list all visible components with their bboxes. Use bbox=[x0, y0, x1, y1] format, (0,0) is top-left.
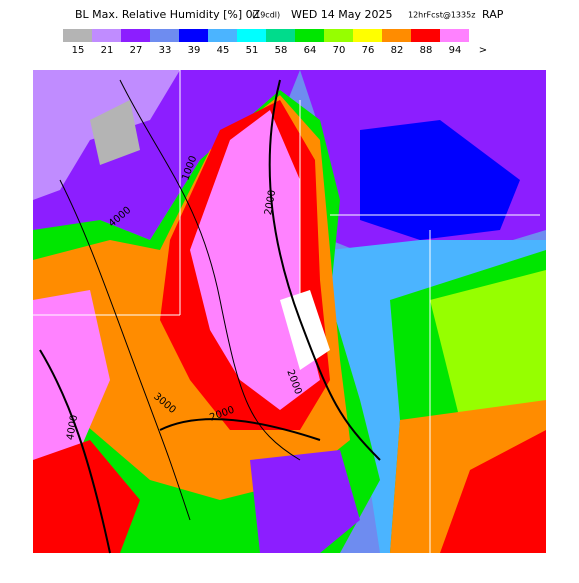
moist-area bbox=[360, 120, 520, 240]
map: 1000 4000 2000 2000 3000 2000 4000 bbox=[33, 70, 546, 554]
wet-area bbox=[33, 440, 140, 553]
dry-area bbox=[250, 450, 360, 553]
saturated-area bbox=[280, 290, 330, 370]
legend-swatch bbox=[295, 29, 324, 42]
dry-area bbox=[33, 70, 180, 200]
cycle: (19cdl) bbox=[252, 11, 280, 20]
legend-label: 64 bbox=[304, 45, 317, 56]
legend-label: 58 bbox=[275, 45, 288, 56]
legend-swatch bbox=[179, 29, 208, 42]
legend-swatch bbox=[440, 29, 469, 42]
contour bbox=[59, 179, 191, 521]
legend-label: 51 bbox=[246, 45, 259, 56]
legend-swatch bbox=[237, 29, 266, 42]
dry-area bbox=[90, 100, 140, 165]
saturated-area bbox=[190, 110, 320, 410]
legend-label: 94 bbox=[449, 45, 462, 56]
contour bbox=[119, 79, 301, 461]
legend-label: 70 bbox=[333, 45, 346, 56]
forecast: 12hrFcst@1335z bbox=[408, 11, 475, 20]
legend-label: 33 bbox=[159, 45, 172, 56]
legend-label: 45 bbox=[217, 45, 230, 56]
legend-label: 27 bbox=[130, 45, 143, 56]
legend-label: 15 bbox=[72, 45, 85, 56]
legend-swatch bbox=[324, 29, 353, 42]
legend-label: 39 bbox=[188, 45, 201, 56]
contour bbox=[39, 349, 111, 554]
legend-swatch bbox=[266, 29, 295, 42]
legend-swatch bbox=[121, 29, 150, 42]
title: BL Max. Relative Humidity [%] 0Z bbox=[75, 8, 261, 21]
contour-label: 2000 bbox=[263, 189, 278, 216]
legend-label: 76 bbox=[362, 45, 375, 56]
legend-swatch bbox=[411, 29, 440, 42]
legend-label: 21 bbox=[101, 45, 114, 56]
legend-swatch bbox=[382, 29, 411, 42]
legend-swatch bbox=[353, 29, 382, 42]
saturated-area bbox=[33, 290, 110, 460]
contour bbox=[159, 418, 321, 441]
contour bbox=[268, 79, 381, 461]
legend-label: 88 bbox=[420, 45, 433, 56]
legend-more: > bbox=[479, 45, 487, 56]
legend-swatch bbox=[208, 29, 237, 42]
legend-swatch bbox=[92, 29, 121, 42]
state-border bbox=[33, 70, 540, 553]
legend-swatch bbox=[63, 29, 92, 42]
model: RAP bbox=[482, 8, 504, 21]
legend: 15 21 27 33 39 45 51 58 64 70 76 82 88 94 > bbox=[63, 29, 487, 56]
legend-swatch bbox=[150, 29, 179, 42]
contour-label: 4000 bbox=[65, 414, 80, 441]
wet-area bbox=[440, 430, 546, 553]
legend-label: 82 bbox=[391, 45, 404, 56]
date: WED 14 May 2025 bbox=[291, 8, 393, 21]
